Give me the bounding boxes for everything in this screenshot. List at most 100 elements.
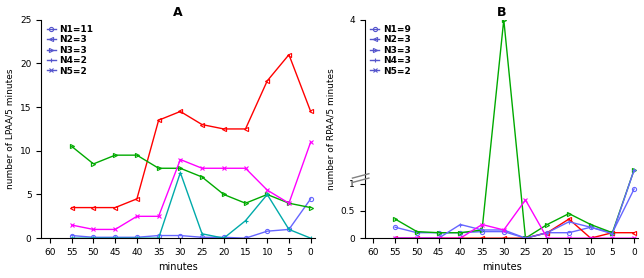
N3=3 [68, 145, 75, 148]
N3=3 [242, 202, 249, 205]
N1=9 [609, 231, 616, 234]
N5=2 [242, 167, 249, 170]
N4=3 [413, 237, 421, 240]
N3=3 [500, 18, 507, 21]
N5=2 [263, 188, 271, 192]
N1=11 [198, 236, 206, 239]
N3=3 [413, 230, 421, 233]
N4=3 [478, 228, 486, 232]
Line: N4=3: N4=3 [393, 168, 636, 240]
N2=3 [392, 237, 399, 240]
N5=2 [392, 237, 399, 240]
N2=3 [242, 127, 249, 131]
Y-axis label: number of RPAA/5 minutes: number of RPAA/5 minutes [326, 68, 335, 190]
N1=11 [285, 228, 293, 231]
N2=3 [435, 237, 442, 240]
N2=3 [565, 217, 573, 221]
N2=3 [220, 127, 227, 131]
N4=3 [565, 220, 573, 224]
N4=2 [176, 171, 184, 174]
N2=3 [90, 206, 97, 209]
N5=2 [522, 198, 529, 202]
N1=11 [155, 234, 162, 237]
N3=3 [220, 193, 227, 196]
N5=2 [457, 237, 464, 240]
Line: N5=2: N5=2 [393, 198, 636, 240]
N2=3 [609, 231, 616, 234]
Legend: N1=9, N2=3, N3=3, N4=3, N5=2: N1=9, N2=3, N3=3, N4=3, N5=2 [369, 24, 412, 76]
N2=3 [176, 110, 184, 113]
N1=11 [263, 230, 271, 233]
N2=3 [413, 237, 421, 240]
N3=3 [176, 167, 184, 170]
N4=2 [111, 237, 119, 240]
N3=3 [435, 231, 442, 234]
N2=3 [587, 237, 594, 240]
Line: N4=2: N4=2 [70, 170, 313, 240]
N5=2 [478, 223, 486, 226]
N4=2 [198, 232, 206, 235]
N2=3 [630, 231, 638, 234]
N4=3 [435, 237, 442, 240]
N3=3 [285, 202, 293, 205]
N1=9 [522, 237, 529, 240]
N1=9 [565, 231, 573, 234]
N5=2 [198, 167, 206, 170]
N2=3 [285, 53, 293, 56]
N3=3 [544, 223, 551, 226]
Line: N5=2: N5=2 [70, 140, 313, 232]
N1=9 [587, 225, 594, 229]
N5=2 [90, 228, 97, 231]
Line: N1=9: N1=9 [393, 187, 636, 240]
N5=2 [176, 158, 184, 161]
N2=3 [500, 237, 507, 240]
N3=3 [155, 167, 162, 170]
Legend: N1=11, N2=3, N3=3, N4=2, N5=2: N1=11, N2=3, N3=3, N4=2, N5=2 [46, 24, 94, 76]
Title: B: B [497, 6, 506, 19]
N4=3 [544, 231, 551, 234]
Y-axis label: number of LPAA/5 minutes: number of LPAA/5 minutes [6, 69, 15, 189]
N1=11 [111, 236, 119, 239]
N3=3 [630, 168, 638, 172]
N5=2 [68, 224, 75, 227]
N5=2 [630, 237, 638, 240]
N3=3 [90, 162, 97, 166]
N1=9 [435, 231, 442, 234]
X-axis label: minutes: minutes [482, 262, 522, 272]
N2=3 [522, 237, 529, 240]
X-axis label: minutes: minutes [158, 262, 198, 272]
N5=2 [155, 215, 162, 218]
Title: A: A [173, 6, 183, 19]
N2=3 [544, 231, 551, 234]
N3=3 [587, 223, 594, 226]
N3=3 [263, 193, 271, 196]
N4=3 [630, 168, 638, 172]
N5=2 [544, 237, 551, 240]
N3=3 [478, 228, 486, 232]
N4=2 [90, 237, 97, 240]
N4=2 [263, 193, 271, 196]
N4=3 [609, 232, 616, 235]
N1=11 [307, 197, 314, 200]
N4=2 [155, 237, 162, 240]
N3=3 [392, 217, 399, 221]
N5=2 [435, 237, 442, 240]
N4=2 [133, 237, 141, 240]
N1=11 [68, 234, 75, 237]
N4=2 [220, 237, 227, 240]
N2=3 [263, 79, 271, 83]
N1=9 [544, 231, 551, 234]
N1=11 [242, 237, 249, 240]
N1=9 [630, 187, 638, 191]
N1=9 [500, 230, 507, 233]
N5=2 [609, 237, 616, 240]
N2=3 [133, 197, 141, 200]
Line: N2=3: N2=3 [393, 217, 636, 240]
N5=2 [111, 228, 119, 231]
Line: N1=11: N1=11 [70, 197, 313, 240]
N5=2 [307, 140, 314, 144]
N5=2 [285, 202, 293, 205]
N5=2 [413, 237, 421, 240]
N3=3 [457, 231, 464, 234]
N3=3 [609, 231, 616, 234]
